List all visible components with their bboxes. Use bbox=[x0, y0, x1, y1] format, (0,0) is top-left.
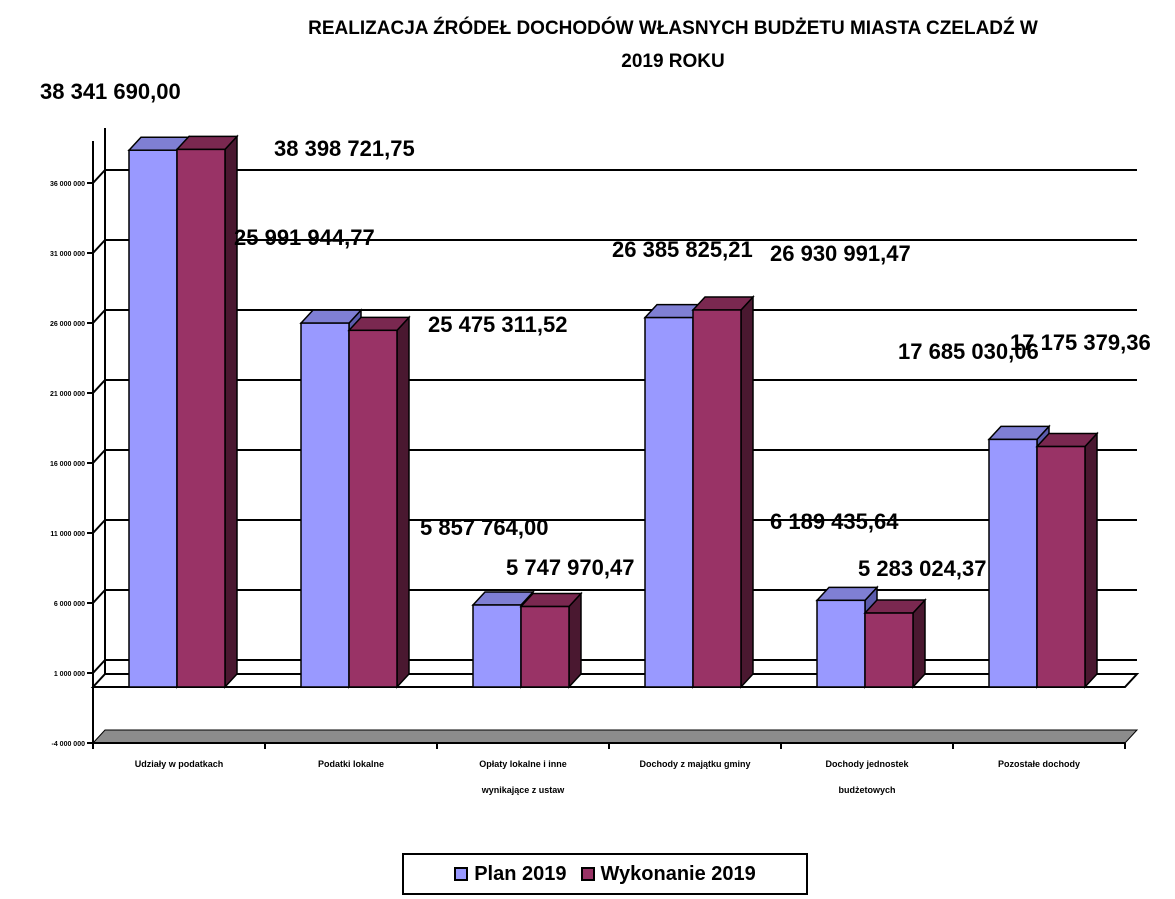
category-label: Dochody jednostek bbox=[825, 759, 909, 769]
bar-front bbox=[816, 599, 866, 688]
chart-title-line: REALIZACJA ŹRÓDEŁ DOCHODÓW WŁASNYCH BUDŻ… bbox=[308, 17, 1038, 39]
gridline-back bbox=[92, 519, 106, 534]
bar-side bbox=[396, 315, 410, 689]
gridline-back bbox=[92, 589, 106, 604]
category-labels: Udziały w podatkach Podatki lokalne Opłaty… bbox=[135, 759, 1080, 795]
chart-title-line: 2019 ROKU bbox=[621, 51, 725, 72]
bar-front bbox=[644, 316, 694, 688]
data-label-plan: 6 189 435,64 bbox=[770, 509, 899, 534]
legend-item-plan: Plan 2019 bbox=[454, 862, 567, 886]
y-tick-label: 1 000 000 bbox=[54, 671, 85, 678]
bar-front bbox=[1036, 445, 1086, 688]
bar-wykonanie bbox=[863, 598, 927, 689]
data-label-plan: 17 685 030,06 bbox=[898, 339, 1039, 364]
category-label: Opłaty lokalne i inne bbox=[479, 759, 567, 769]
data-label-wykonanie: 5 747 970,47 bbox=[506, 555, 634, 580]
bar-front bbox=[176, 148, 226, 688]
bar-wykonanie bbox=[519, 591, 583, 689]
bar-front bbox=[988, 438, 1038, 688]
legend-label-plan: Plan 2019 bbox=[474, 862, 567, 885]
data-label-plan: 25 991 944,77 bbox=[234, 225, 375, 250]
zero-plane bbox=[90, 673, 1140, 688]
data-label-plan: 5 857 764,00 bbox=[420, 515, 548, 540]
data-label-plan: 38 341 690,00 bbox=[40, 79, 181, 104]
bar-front bbox=[472, 604, 522, 688]
bar-wykonanie bbox=[175, 134, 239, 689]
y-tick-label: 11 000 000 bbox=[50, 531, 85, 538]
y-tick-label: 31 000 000 bbox=[50, 251, 85, 258]
bar-side bbox=[912, 598, 926, 689]
gridline-back bbox=[92, 239, 106, 254]
data-label-wykonanie: 38 398 721,75 bbox=[274, 136, 415, 161]
data-labels: 38 341 690,00 25 991 944,77 5 857 764,00 26… bbox=[40, 79, 1151, 581]
bar-wykonanie bbox=[691, 295, 755, 689]
bar-side bbox=[740, 295, 754, 689]
data-label-wykonanie: 5 283 024,37 bbox=[858, 556, 986, 581]
bar-front bbox=[300, 322, 350, 688]
y-tick-label: 21 000 000 bbox=[50, 391, 85, 398]
bar-side bbox=[1084, 431, 1098, 689]
y-tick-label: 6 000 000 bbox=[54, 601, 85, 608]
category-label: budżetowych bbox=[838, 785, 895, 795]
bar-front bbox=[864, 612, 914, 688]
legend-label-wykonanie: Wykonanie 2019 bbox=[600, 862, 756, 885]
bar-wykonanie bbox=[1035, 431, 1099, 689]
gridline-back bbox=[92, 169, 106, 184]
floor bbox=[91, 729, 1139, 744]
gridline-back bbox=[92, 449, 106, 464]
gridline-back bbox=[92, 379, 106, 394]
data-label-wykonanie: 25 475 311,52 bbox=[428, 312, 567, 337]
bar-wykonanie bbox=[347, 315, 411, 689]
gridline-back bbox=[92, 309, 106, 324]
bars bbox=[127, 134, 1099, 689]
category-label: Podatki lokalne bbox=[318, 759, 384, 769]
legend-swatch-wykonanie bbox=[580, 867, 595, 881]
bar-side bbox=[224, 134, 238, 689]
legend-swatch-plan bbox=[454, 867, 469, 881]
y-tick-label: 16 000 000 bbox=[50, 461, 85, 468]
bar-side bbox=[568, 591, 582, 689]
data-label-plan: 26 385 825,21 bbox=[612, 237, 753, 262]
category-label: Pozostałe dochody bbox=[998, 759, 1080, 769]
category-label: wynikające z ustaw bbox=[481, 785, 566, 795]
legend: Plan 2019 Wykonanie 2019 bbox=[402, 853, 808, 895]
gridline-back bbox=[92, 659, 106, 674]
data-label-wykonanie: 17 175 379,36 bbox=[1010, 330, 1151, 355]
bar-front bbox=[520, 605, 570, 688]
y-tick-label: 26 000 000 bbox=[50, 321, 85, 328]
chart-title: REALIZACJA ŹRÓDEŁ DOCHODÓW WŁASNYCH BUDŻ… bbox=[308, 17, 1038, 72]
y-tick-label: 36 000 000 bbox=[50, 181, 85, 188]
category-label: Dochody z majątku gminy bbox=[639, 759, 750, 769]
data-label-wykonanie: 26 930 991,47 bbox=[770, 241, 911, 266]
bar-front bbox=[348, 329, 398, 688]
legend-item-wykonanie: Wykonanie 2019 bbox=[580, 862, 756, 886]
bar-front bbox=[692, 309, 742, 688]
y-tick-label: -4 000 000 bbox=[52, 741, 86, 748]
category-label: Udziały w podatkach bbox=[135, 759, 224, 769]
axes: -4 000 000 1 000 000 6 000 000 11 000 000 16… bbox=[50, 128, 1126, 749]
bar-front bbox=[128, 149, 178, 688]
